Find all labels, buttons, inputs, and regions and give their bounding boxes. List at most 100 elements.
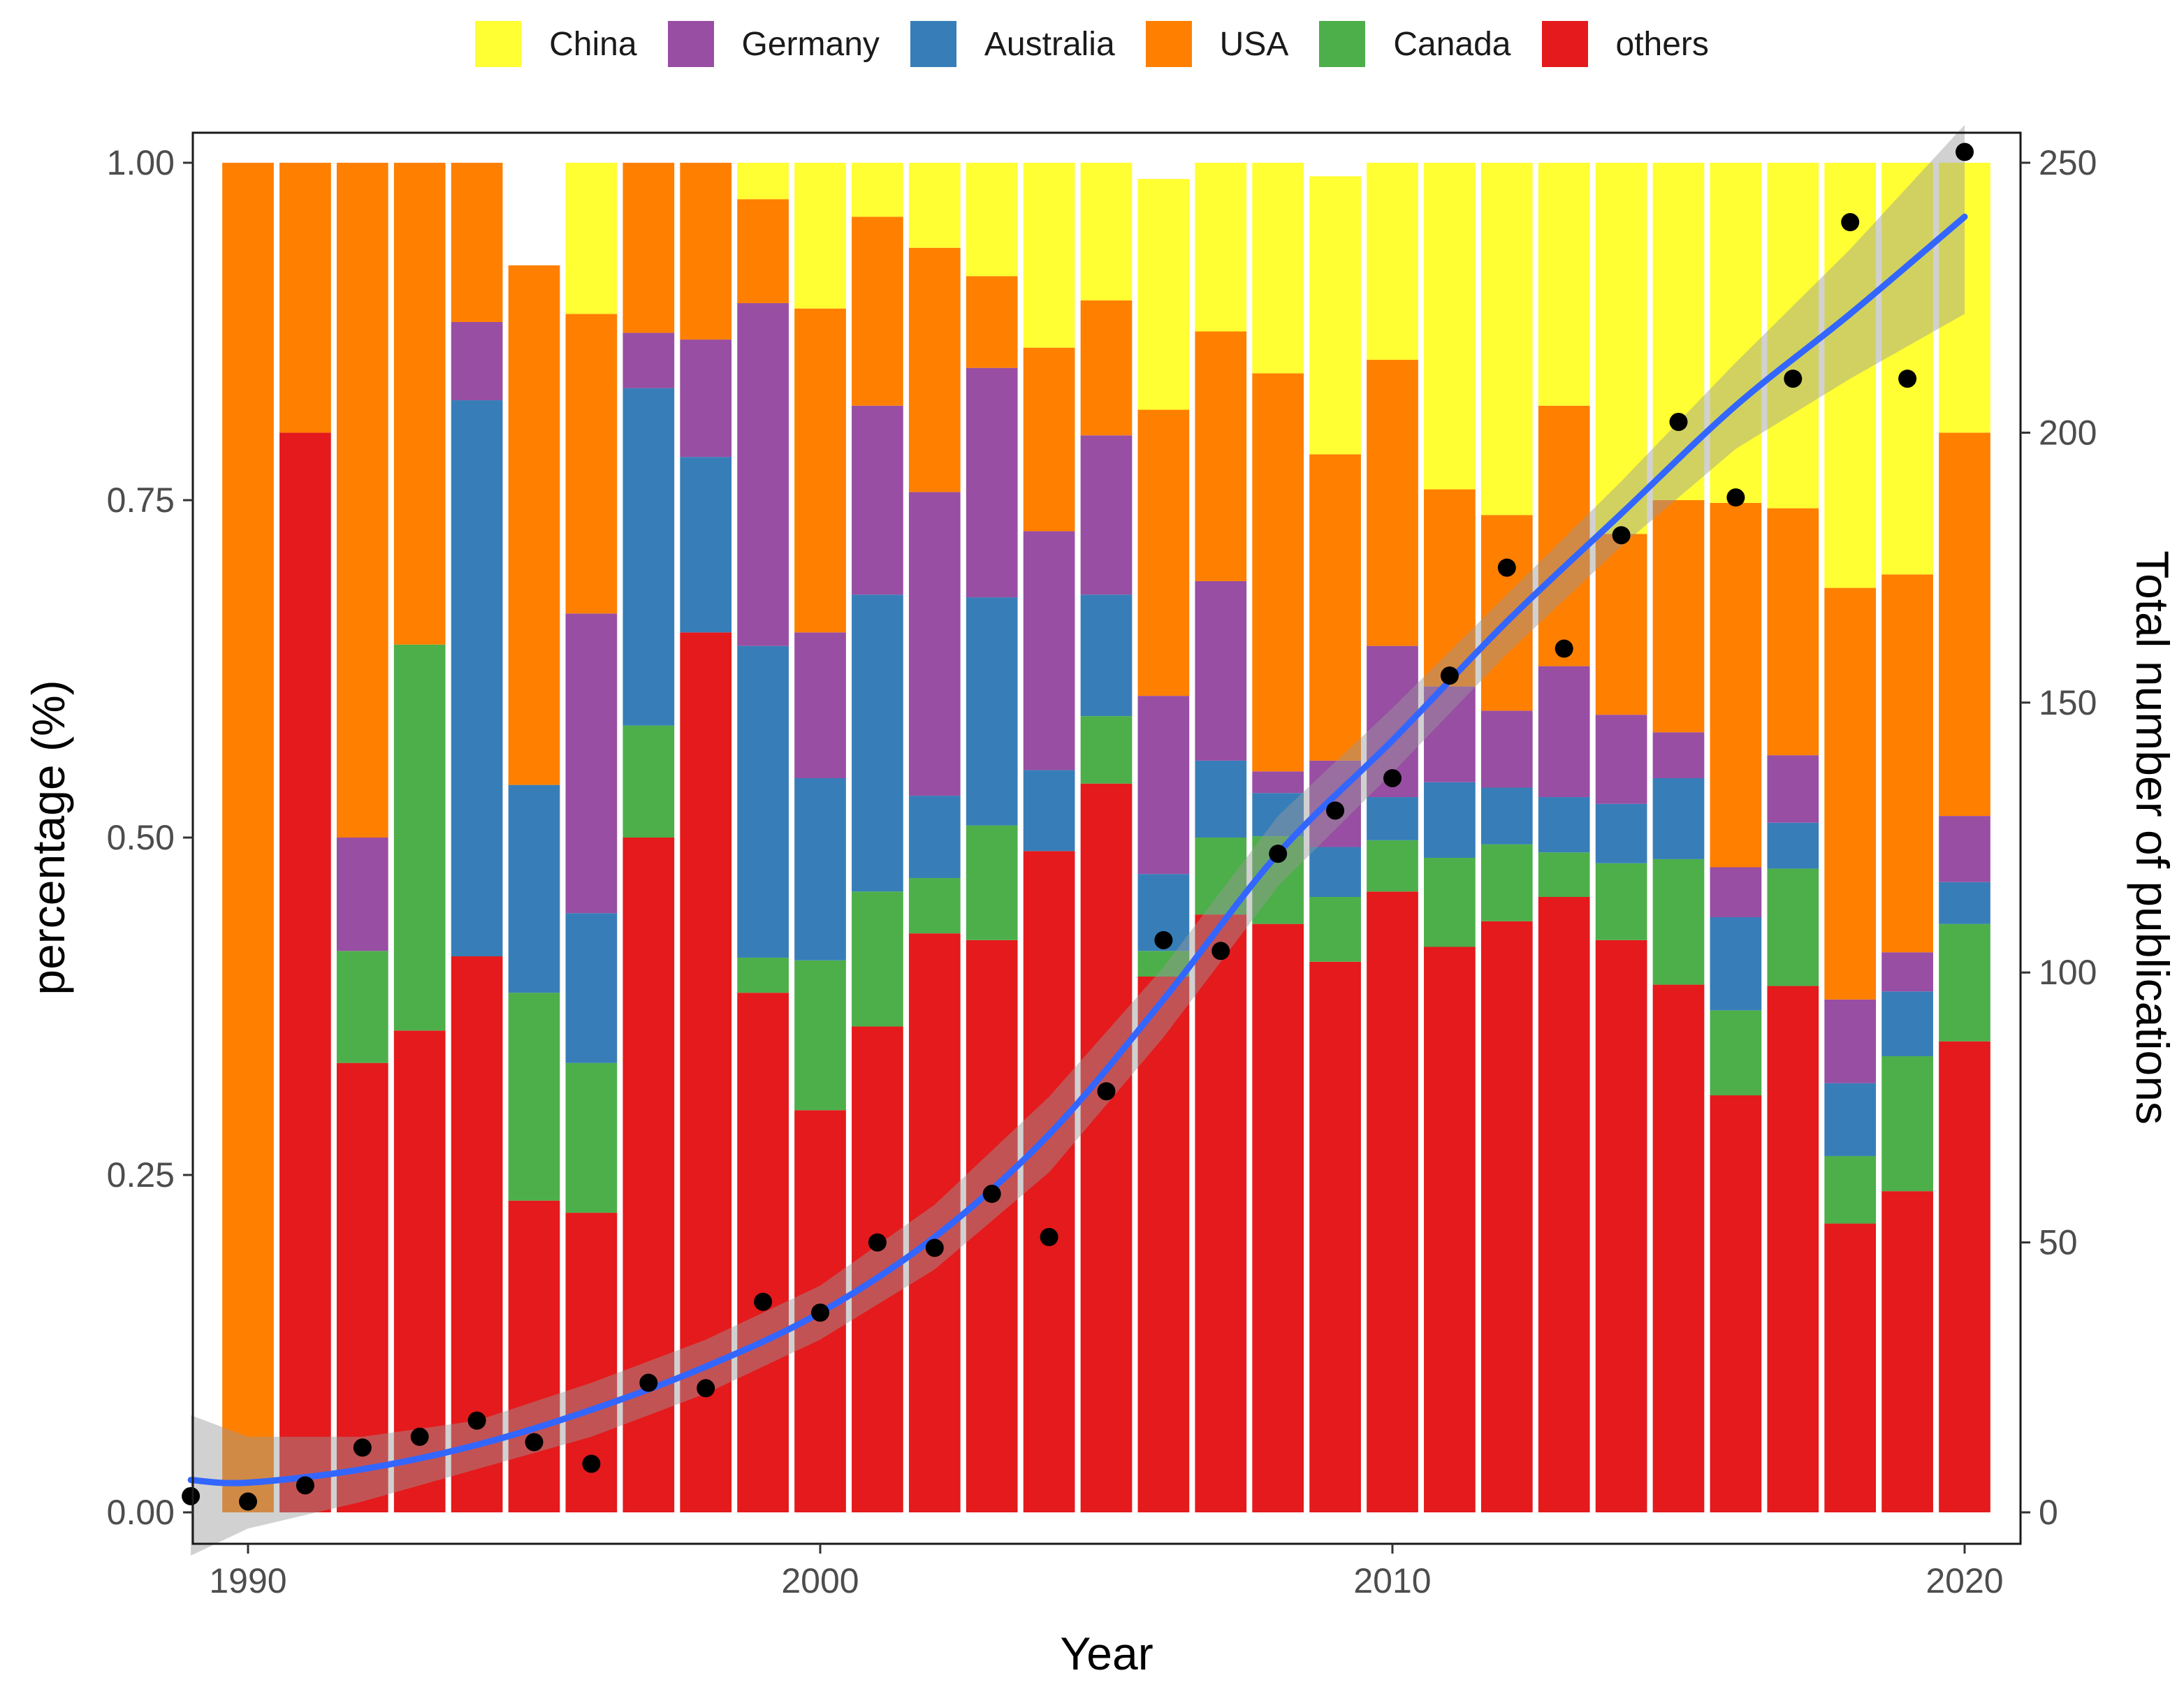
bar-segment-china-2005	[1080, 163, 1133, 301]
bar-segment-china-2004	[1023, 163, 1075, 348]
bar-segment-australia-2009	[1309, 847, 1361, 898]
legend-key-china	[475, 21, 522, 67]
y-tick-label-0-25: 0.25	[107, 1155, 175, 1195]
y2-tick-label-250: 250	[2039, 143, 2097, 182]
bar-segment-canada-2016	[1710, 1010, 1762, 1096]
bar-segment-australia-2017	[1767, 822, 1819, 869]
bar-segment-usa-2006	[1137, 409, 1190, 696]
bar-segment-canada-2018	[1824, 1155, 1877, 1224]
bar-segment-germany-2015	[1652, 732, 1705, 778]
bar-segment-canada-2005	[1080, 716, 1133, 784]
bar-segment-usa-2009	[1309, 454, 1361, 761]
bar-segment-germany-2005	[1080, 435, 1133, 595]
y2-tick-label-150: 150	[2039, 683, 2097, 722]
bar-segment-usa-1990	[222, 163, 274, 1512]
bar-segment-australia-1996	[565, 913, 618, 1063]
bar-segment-canada-2000	[794, 960, 846, 1111]
total-point-1991	[296, 1476, 314, 1495]
bar-segment-australia-2015	[1652, 777, 1705, 859]
bar-segment-canada-2006	[1137, 951, 1190, 977]
bar-segment-germany-2008	[1252, 771, 1304, 794]
bar-segment-australia-2002	[908, 796, 961, 878]
total-point-2012	[1497, 558, 1516, 577]
bar-segment-australia-1995	[508, 784, 560, 993]
y2-tick-label-200: 200	[2039, 413, 2097, 452]
bar-segment-usa-1994	[451, 163, 503, 322]
legend-label-australia: Australia	[984, 25, 1115, 63]
bar-segment-usa-1998	[680, 163, 732, 340]
total-point-1998	[697, 1379, 715, 1398]
legend-key-others	[1541, 21, 1588, 67]
total-point-2009	[1326, 801, 1345, 820]
total-point-2003	[982, 1185, 1001, 1204]
y2-axis-title: Total number of publications	[2127, 550, 2178, 1125]
total-point-2001	[868, 1233, 887, 1252]
bar-segment-australia-2011	[1424, 782, 1476, 858]
bar-segment-australia-2003	[966, 597, 1018, 826]
bar-segment-australia-2010	[1367, 797, 1418, 840]
bar-segment-usa-1997	[623, 163, 675, 333]
bar-segment-germany-1994	[451, 321, 503, 401]
bar-segment-china-2018	[1824, 163, 1877, 588]
bar-segment-others-2013	[1538, 897, 1590, 1512]
bar-segment-germany-1999	[737, 302, 789, 646]
total-point-2002	[925, 1239, 944, 1257]
bar-segment-canada-2019	[1881, 1056, 1933, 1192]
total-point-2015	[1669, 412, 1688, 431]
bar-segment-usa-2004	[1023, 347, 1075, 532]
bar-segment-usa-1995	[508, 265, 560, 785]
bar-segment-others-2019	[1881, 1191, 1933, 1512]
bar-segment-germany-2017	[1767, 755, 1819, 823]
bar-segment-others-1999	[737, 993, 789, 1512]
bar-segment-usa-2018	[1824, 587, 1877, 1000]
total-point-2000	[811, 1303, 829, 1322]
bar-segment-australia-2007	[1195, 760, 1247, 838]
bar-segment-germany-2007	[1195, 580, 1247, 761]
bar-segment-china-2010	[1367, 163, 1418, 360]
bar-segment-canada-2001	[852, 891, 903, 1027]
bar-segment-germany-2016	[1710, 867, 1762, 917]
bar-segment-others-2009	[1309, 961, 1361, 1512]
bar-segment-usa-2017	[1767, 508, 1819, 756]
bar-segment-australia-2018	[1824, 1083, 1877, 1156]
bar-segment-usa-2016	[1710, 502, 1762, 868]
bar-segment-canada-2010	[1367, 840, 1418, 892]
bar-segment-germany-1992	[336, 838, 388, 951]
bar-segment-usa-2019	[1881, 574, 1933, 953]
bar-segment-germany-1997	[623, 333, 675, 388]
y2-tick-label-0: 0	[2039, 1493, 2058, 1532]
total-point-2020	[1956, 143, 1974, 161]
bar-segment-usa-2012	[1480, 515, 1533, 711]
bar-segment-usa-2008	[1252, 373, 1304, 772]
total-point-2014	[1612, 526, 1631, 545]
bar-segment-germany-2004	[1023, 531, 1075, 771]
bar-segment-usa-1991	[279, 163, 331, 433]
total-point-1990	[239, 1492, 257, 1511]
bar-segment-china-2017	[1767, 163, 1819, 509]
total-point-1994	[467, 1411, 486, 1430]
bar-segment-others-2015	[1652, 984, 1705, 1512]
legend-item-usa: USA	[1145, 21, 1288, 67]
legend-key-usa	[1145, 21, 1192, 67]
legend-label-china: China	[549, 25, 637, 63]
bar-segment-canada-1999	[737, 957, 789, 993]
bar-segment-others-2006	[1137, 976, 1190, 1512]
bar-segment-canada-2020	[1939, 923, 1990, 1042]
bar-segment-canada-1995	[508, 993, 560, 1201]
bar-segment-usa-2011	[1424, 489, 1476, 687]
total-point-1992	[353, 1438, 372, 1457]
bar-segment-china-2016	[1710, 163, 1762, 503]
total-point-1989	[182, 1487, 201, 1505]
total-point-2016	[1726, 488, 1745, 507]
bar-segment-others-2016	[1710, 1095, 1762, 1512]
bar-segment-usa-2020	[1939, 432, 1990, 817]
bar-segment-canada-2017	[1767, 868, 1819, 986]
total-point-2017	[1784, 370, 1803, 388]
total-point-2013	[1555, 639, 1573, 658]
bar-segment-usa-2007	[1195, 331, 1247, 581]
bar-segment-australia-1994	[451, 400, 503, 957]
legend-item-others: others	[1541, 21, 1709, 67]
legend-key-germany	[667, 21, 714, 67]
